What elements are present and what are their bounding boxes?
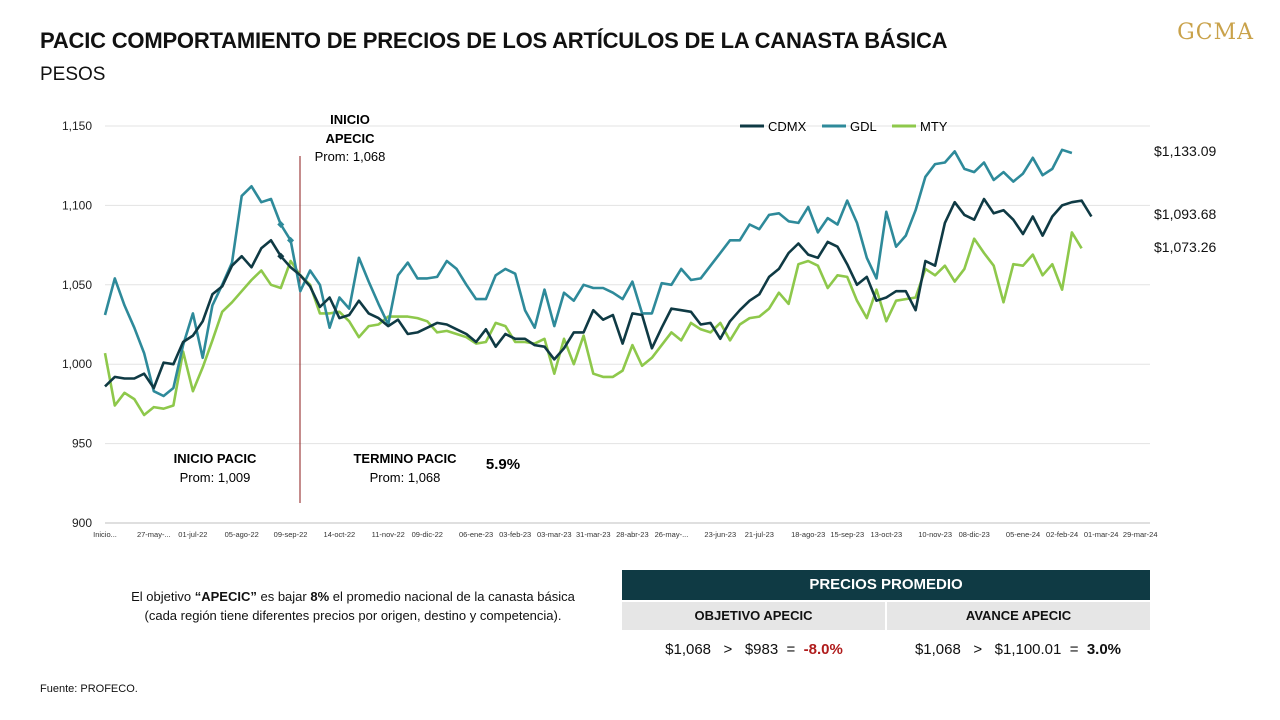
gcma-logo: GCMA xyxy=(1177,20,1254,45)
legend-label-gdl: GDL xyxy=(850,119,877,134)
annotation-apecic-title-2: APECIC xyxy=(325,131,375,146)
x-tick-label: 13-oct-23 xyxy=(870,530,902,539)
legend: CDMX GDL MTY xyxy=(740,119,948,134)
col-avance-apecic: AVANCE APECIC xyxy=(887,602,1150,630)
annotation-apecic-title-1: INICIO xyxy=(330,112,370,127)
annotations: INICIO APECIC Prom: 1,068 INICIO PACIC P… xyxy=(174,112,521,485)
end-label-cdmx: $1,093.68 xyxy=(1154,206,1216,222)
source-note: Fuente: PROFECO. xyxy=(40,683,138,695)
price-line-chart: 900 950 1,000 1,050 1,100 1,150 Inicio... 27-m… xyxy=(62,112,1217,539)
x-tick-label: 26-may-... xyxy=(655,530,689,539)
page-subtitle: PESOS xyxy=(40,64,106,85)
x-tick-label: 29-mar-24 xyxy=(1123,530,1158,539)
apecic-marker-point xyxy=(277,220,285,228)
end-label-gdl: $1,133.09 xyxy=(1154,143,1216,159)
chart-series xyxy=(103,148,1093,417)
annotation-inicio-pacic-prom: Prom: 1,009 xyxy=(180,470,251,485)
x-tick-label: 31-mar-23 xyxy=(576,530,611,539)
apecic-marker-point xyxy=(277,252,285,260)
note-highlight: “APECIC” xyxy=(194,589,257,604)
annotation-apecic-prom: Prom: 1,068 xyxy=(315,149,386,164)
series-end-labels: $1,093.68 $1,133.09 $1,073.26 xyxy=(1154,143,1216,255)
x-tick-label: 11-nov-22 xyxy=(372,530,405,539)
note-pct: 8% xyxy=(310,589,330,604)
x-tick-label: Inicio... xyxy=(93,530,117,539)
y-tick-label: 900 xyxy=(72,516,92,530)
y-tick-label: 1,000 xyxy=(62,357,92,371)
x-tick-label: 10-nov-23 xyxy=(918,530,952,539)
series-line-mty xyxy=(103,231,1083,417)
page-title: PACIC COMPORTAMIENTO DE PRECIOS DE LOS A… xyxy=(40,28,948,53)
y-tick-label: 1,150 xyxy=(62,119,92,133)
x-tick-label: 05-ene-24 xyxy=(1006,530,1040,539)
apecic-marker-point xyxy=(287,236,295,244)
x-tick-label: 05-ago-22 xyxy=(225,530,259,539)
col-objetivo-apecic: OBJETIVO APECIC xyxy=(622,602,885,630)
annotation-termino-pacic-title: TERMINO PACIC xyxy=(353,451,457,466)
x-tick-label: 28-abr-23 xyxy=(616,530,649,539)
x-tick-label: 14-oct-22 xyxy=(324,530,356,539)
y-tick-label: 950 xyxy=(72,437,92,451)
legend-label-mty: MTY xyxy=(920,119,948,134)
y-tick-label: 1,050 xyxy=(62,278,92,292)
x-tick-label: 23-jun-23 xyxy=(704,530,736,539)
series-line-gdl xyxy=(103,148,1073,398)
apecic-objective-note: El objetivo “APECIC” es bajar 8% el prom… xyxy=(131,589,575,623)
x-tick-label: 02-feb-24 xyxy=(1046,530,1078,539)
x-tick-label: 03-mar-23 xyxy=(537,530,572,539)
table-header: PRECIOS PROMEDIO xyxy=(622,570,1150,600)
x-tick-label: 08-dic-23 xyxy=(959,530,990,539)
x-tick-label: 27-may-... xyxy=(137,530,171,539)
x-tick-label: 18-ago-23 xyxy=(791,530,825,539)
y-tick-label: 1,100 xyxy=(62,198,92,212)
x-tick-label: 21-jul-23 xyxy=(745,530,774,539)
average-prices-table: PRECIOS PROMEDIO OBJETIVO APECIC AVANCE … xyxy=(622,570,1150,662)
legend-label-cdmx: CDMX xyxy=(768,119,807,134)
annotation-termino-pacic-pct: 5.9% xyxy=(486,456,520,473)
x-tick-label: 01-jul-22 xyxy=(178,530,207,539)
x-tick-label: 01-mar-24 xyxy=(1084,530,1119,539)
y-axis-ticks: 900 950 1,000 1,050 1,100 1,150 xyxy=(62,119,92,530)
x-tick-label: 03-feb-23 xyxy=(499,530,531,539)
x-tick-label: 06-ene-23 xyxy=(459,530,493,539)
x-tick-label: 09-dic-22 xyxy=(412,530,443,539)
x-tick-label: 09-sep-22 xyxy=(274,530,308,539)
annotation-termino-pacic-prom: Prom: 1,068 xyxy=(370,470,441,485)
series-line-cdmx xyxy=(104,197,1093,390)
x-axis-ticks: Inicio... 27-may-... 01-jul-22 05-ago-22 09-… xyxy=(93,530,1157,539)
annotation-inicio-pacic-title: INICIO PACIC xyxy=(174,451,257,466)
chart-gridlines xyxy=(105,125,1150,524)
end-label-mty: $1,073.26 xyxy=(1154,239,1216,255)
x-tick-label: 15-sep-23 xyxy=(830,530,864,539)
objetivo-value: $1,068 > $983 = -8.0% xyxy=(665,641,843,658)
avance-value: $1,068 > $1,100.01 = 3.0% xyxy=(914,641,1122,658)
